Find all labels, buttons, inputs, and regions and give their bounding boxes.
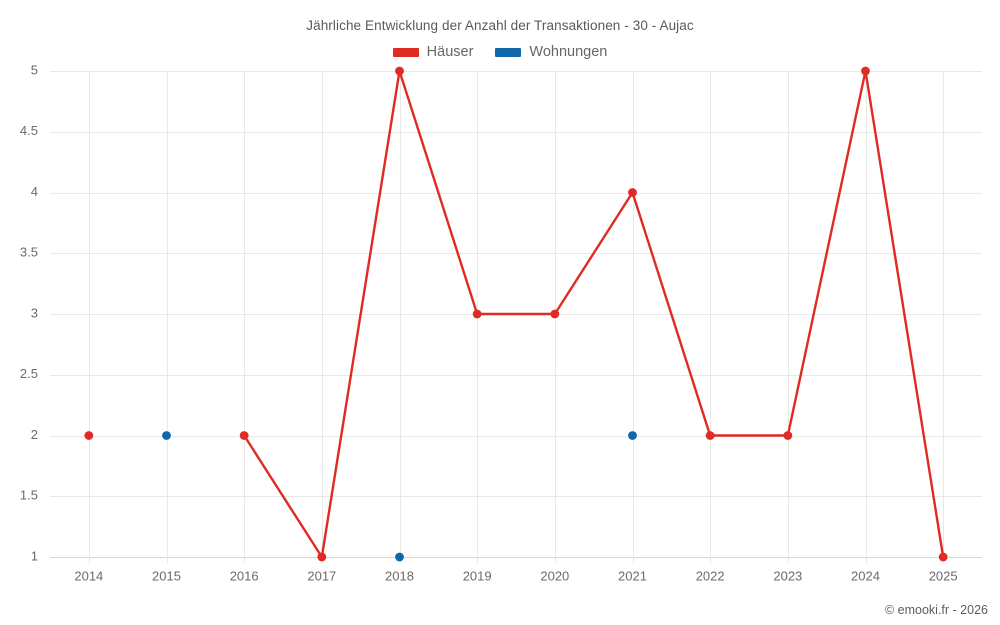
x-tick-label: 2024: [851, 569, 880, 584]
x-tick-label: 2025: [929, 569, 958, 584]
x-tick-label: 2021: [618, 569, 647, 584]
legend-item-hauser[interactable]: Häuser: [392, 44, 474, 60]
data-point[interactable]: [239, 431, 249, 440]
x-tick-label: 2015: [152, 569, 181, 584]
data-point[interactable]: [628, 188, 637, 197]
x-tick-label: 2020: [540, 569, 569, 584]
x-tick-label: 2023: [773, 569, 802, 584]
y-tick-label: 2: [31, 427, 38, 442]
data-point[interactable]: [162, 431, 171, 440]
series-hauser: [84, 66, 948, 562]
data-point[interactable]: [395, 66, 404, 76]
x-tick-label: 2019: [463, 569, 492, 584]
legend-label-wohnungen: Wohnungen: [529, 44, 608, 60]
copyright-footer: © emooki.fr - 2026: [884, 603, 988, 617]
x-tick-label: 2016: [230, 569, 259, 584]
data-point[interactable]: [550, 309, 560, 319]
legend-swatch-wohnungen: [495, 47, 522, 57]
data-point[interactable]: [861, 66, 870, 76]
data-point[interactable]: [317, 552, 327, 562]
y-tick-label: 2.5: [20, 366, 38, 381]
data-point[interactable]: [84, 431, 94, 440]
legend-item-wohnungen[interactable]: Wohnungen: [495, 44, 607, 60]
series-wohnungen: [162, 431, 637, 562]
data-point[interactable]: [938, 552, 948, 562]
y-tick-label: 4.5: [20, 123, 38, 138]
y-tick-label: 5: [31, 62, 38, 77]
chart-title: Jährliche Entwicklung der Anzahl der Tra…: [306, 18, 694, 33]
x-tick-label: 2017: [307, 569, 336, 584]
data-point[interactable]: [705, 431, 715, 440]
series-line: [242, 69, 945, 559]
legend-label-hauser: Häuser: [426, 44, 474, 60]
data-point[interactable]: [472, 309, 482, 319]
data-point[interactable]: [395, 552, 404, 562]
chart-legend: Häuser Wohnungen: [0, 44, 1000, 60]
x-tick-label: 2014: [74, 569, 103, 584]
y-tick-label: 4: [31, 184, 38, 199]
data-point[interactable]: [783, 431, 793, 440]
x-tick-label: 2022: [696, 569, 725, 584]
y-tick-label: 3.5: [20, 245, 38, 260]
y-tick-label: 1.5: [20, 488, 38, 503]
legend-swatch-hauser: [392, 47, 419, 57]
x-tick-label: 2018: [385, 569, 414, 584]
y-tick-label: 3: [31, 305, 38, 320]
data-point[interactable]: [628, 431, 637, 440]
y-tick-label: 1: [31, 548, 38, 563]
